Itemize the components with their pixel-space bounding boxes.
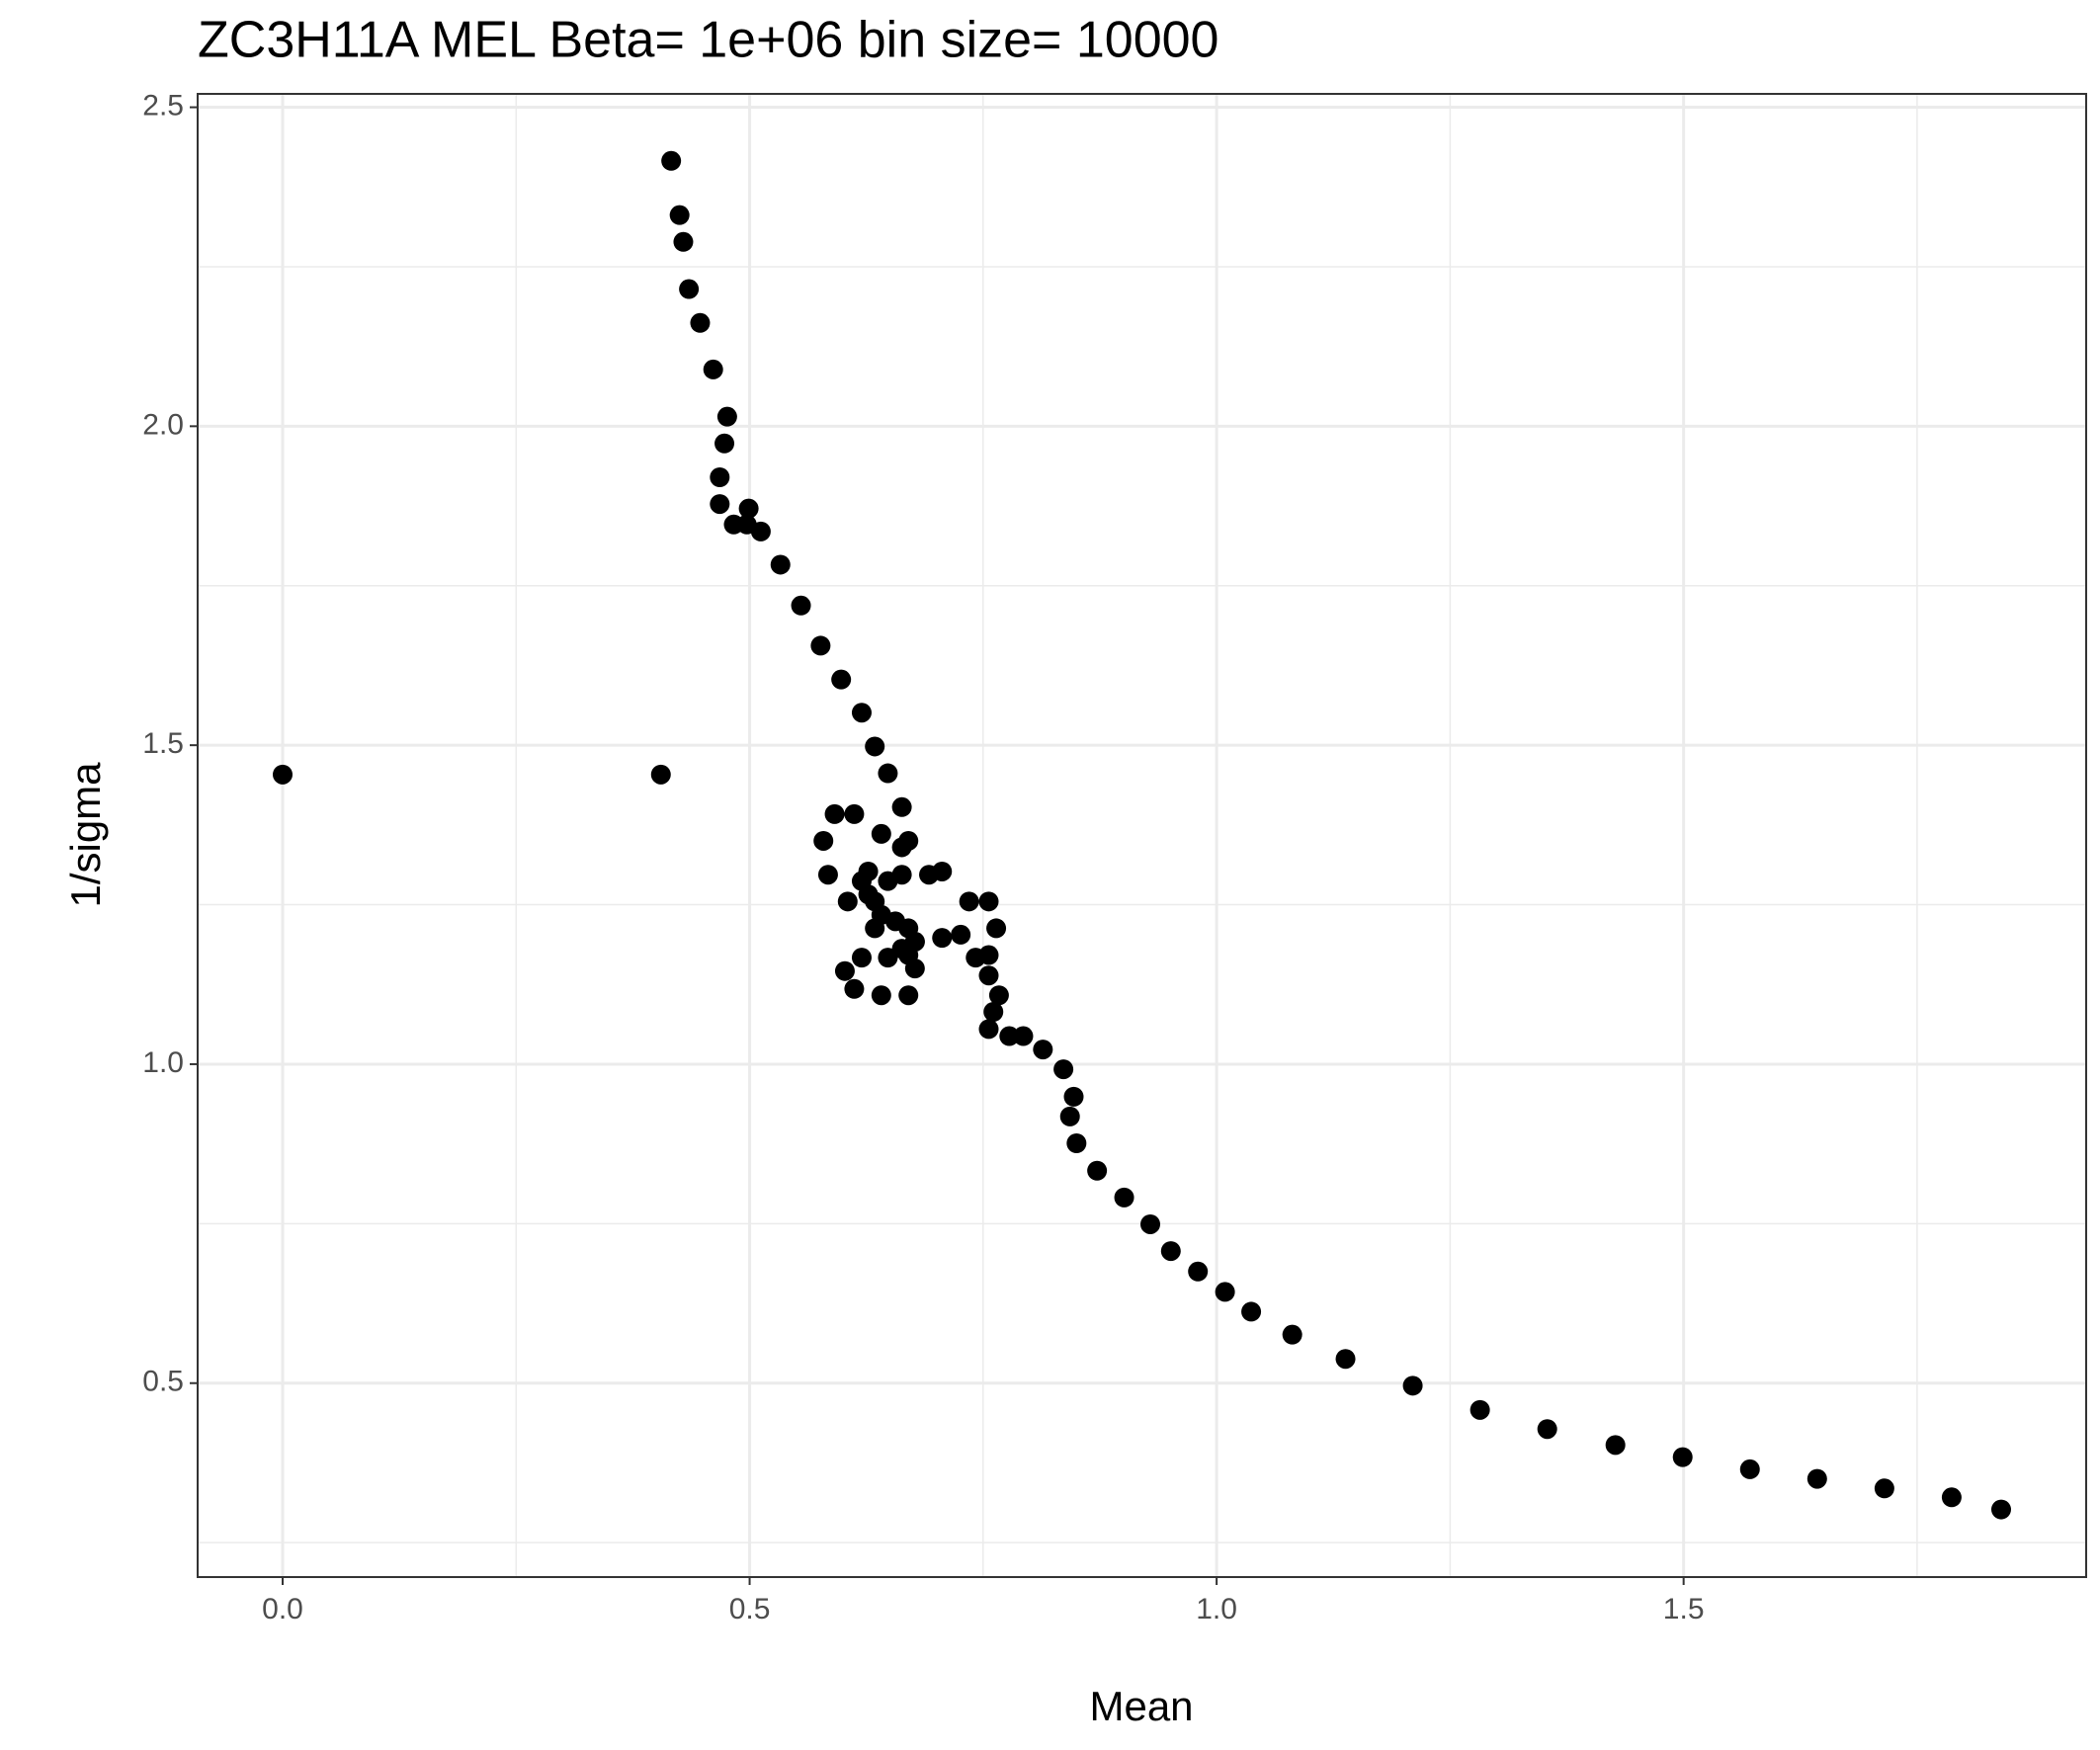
point [891,796,912,817]
point [851,948,872,968]
point [983,1002,1004,1023]
point [1033,1040,1053,1060]
point [966,948,986,968]
point [898,985,919,1006]
point [837,891,858,912]
point [1990,1499,2011,1520]
point [844,803,865,824]
point [716,406,737,427]
point [831,669,852,690]
point [673,231,694,252]
y-axis-title: 1/sigma [62,762,109,908]
y-tick-label: 1.0 [142,1046,184,1079]
point [1013,1026,1034,1046]
point [1059,1106,1080,1126]
point [999,1026,1020,1046]
point [878,871,898,891]
point [810,635,831,656]
point [919,865,940,885]
point [1114,1187,1134,1208]
point [986,918,1007,939]
point [750,521,771,542]
point [878,948,898,968]
point [1063,1086,1084,1107]
point [959,891,979,912]
point [871,904,891,925]
point [988,985,1009,1006]
point [1402,1375,1423,1396]
point [891,837,912,858]
point [1087,1160,1108,1181]
point [1160,1241,1181,1262]
point [871,985,891,1006]
y-tick-label: 1.5 [142,727,184,760]
point [824,803,845,824]
point [1066,1132,1087,1153]
point [851,703,872,723]
point [1140,1213,1161,1234]
point [1188,1261,1209,1282]
point [1470,1399,1490,1420]
point [834,960,855,981]
y-tick-label: 2.5 [142,89,184,122]
point [817,865,838,885]
x-tick-label: 0.0 [262,1593,303,1625]
point [932,928,953,949]
x-axis-title: Mean [1089,1683,1193,1729]
point [690,312,711,333]
point [669,205,690,225]
point [1739,1458,1760,1479]
point [1941,1487,1962,1508]
point [1605,1435,1626,1456]
point [1215,1282,1235,1302]
point [813,830,834,851]
point [904,958,925,979]
point [858,861,879,881]
point [1537,1419,1557,1440]
y-tick-label: 2.0 [142,408,184,441]
point [1806,1468,1827,1489]
point [770,554,791,575]
chart-title: ZC3H11A MEL Beta= 1e+06 bin size= 10000 [198,12,1218,69]
x-tick-label: 1.0 [1196,1593,1237,1625]
point [1282,1324,1302,1345]
point [1874,1478,1894,1499]
point [865,736,885,757]
point [871,823,891,844]
point [1241,1301,1262,1322]
x-tick-label: 0.5 [729,1593,771,1625]
plot-border [197,93,2087,1578]
point [703,359,723,379]
point [714,433,735,454]
point [661,150,682,171]
point [273,764,294,785]
point [978,891,999,912]
point [710,467,730,488]
y-tick-label: 0.5 [142,1366,184,1398]
point [844,978,865,999]
point [978,965,999,986]
point [978,1019,999,1040]
point [878,763,898,784]
point [710,494,730,515]
point [1053,1059,1074,1080]
point [679,279,700,299]
point [951,924,971,945]
point [738,498,759,519]
point [650,764,671,785]
point [858,884,879,905]
point [1672,1447,1693,1467]
point [791,595,811,616]
x-tick-label: 1.5 [1663,1593,1705,1625]
point [1335,1349,1356,1370]
